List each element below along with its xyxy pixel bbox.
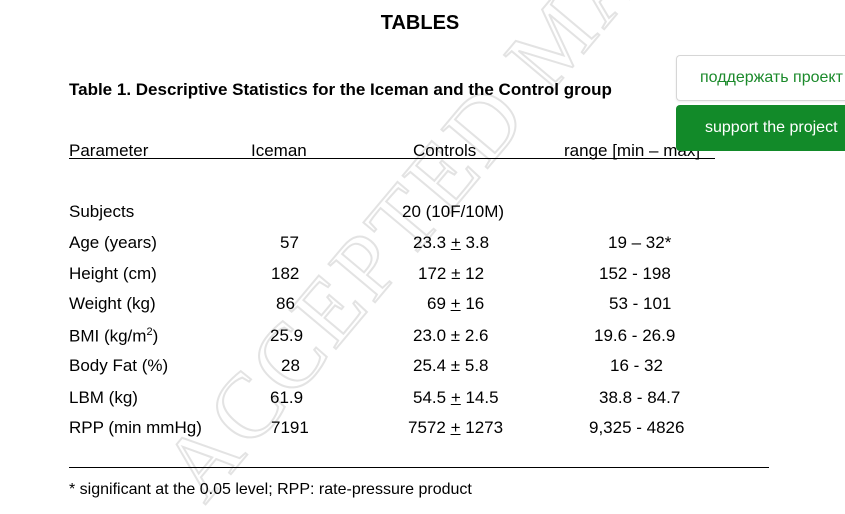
header-parameter: Parameter — [69, 141, 149, 160]
header-rule — [69, 158, 715, 159]
cell-range: 16 - 32 — [610, 356, 663, 375]
cell-controls: 54.5 + 14.5 — [413, 388, 499, 407]
cell-controls: 23.0 ± 2.6 — [413, 326, 489, 345]
cell-iceman: 28 — [281, 356, 300, 375]
cell-iceman: 61.9 — [270, 388, 304, 407]
header-range: range [min – max] — [564, 141, 701, 160]
cell-range: 152 - 198 — [599, 264, 671, 283]
cell-parameter: LBM (kg) — [69, 388, 138, 407]
page-title: TABLES — [380, 12, 460, 34]
cell-controls: 23.3 + 3.8 — [413, 233, 490, 252]
cell-range: 19 – 32* — [608, 233, 672, 252]
cell-iceman: 7191 — [271, 418, 309, 437]
cell-range: 53 - 101 — [609, 294, 672, 313]
bottom-rule — [69, 467, 769, 468]
cell-controls: 69 + 16 — [427, 294, 485, 313]
cell-parameter: RPP (min mmHg) — [69, 418, 202, 437]
support-project-en-button[interactable]: support the project — [676, 105, 845, 151]
cell-iceman: 182 — [271, 264, 300, 283]
header-iceman: Iceman — [251, 141, 307, 160]
cell-parameter: BMI (kg/m2) — [69, 326, 159, 346]
cell-parameter: Height (cm) — [69, 264, 157, 283]
table-caption: Table 1. Descriptive Statistics for the … — [69, 80, 612, 99]
cell-iceman: 86 — [276, 294, 295, 313]
cell-range: 19.6 - 26.9 — [594, 326, 676, 345]
cell-iceman: 25.9 — [270, 326, 304, 345]
cell-range: 38.8 - 84.7 — [599, 388, 681, 407]
cell-controls: 25.4 ± 5.8 — [413, 356, 489, 375]
cell-parameter: Weight (kg) — [69, 294, 156, 313]
cell-controls: 20 (10F/10M) — [402, 202, 505, 221]
cell-range: 9,325 - 4826 — [589, 418, 685, 437]
cell-iceman: 57 — [280, 233, 299, 252]
header-controls: Controls — [413, 141, 477, 160]
cell-parameter: Body Fat (%) — [69, 356, 169, 375]
cell-controls: 172 ± 12 — [418, 264, 485, 283]
cell-parameter: Age (years) — [69, 233, 157, 252]
support-project-ru-button[interactable]: поддержать проект — [676, 55, 845, 101]
cell-controls: 7572 + 1273 — [408, 418, 504, 437]
cell-parameter: Subjects — [69, 202, 135, 221]
footnote: * significant at the 0.05 level; RPP: ra… — [69, 481, 472, 498]
